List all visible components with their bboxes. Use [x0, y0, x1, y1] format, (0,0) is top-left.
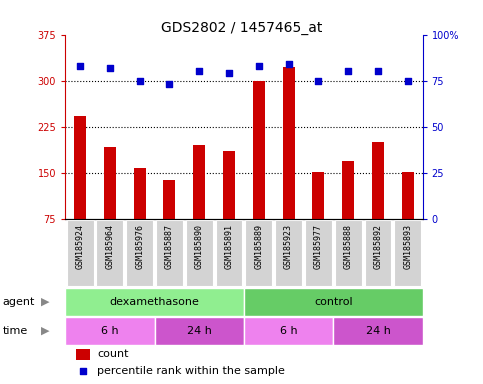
Bar: [65, 317, 155, 344]
Point: [285, 61, 293, 67]
Text: control: control: [314, 296, 353, 306]
Text: GSM185924: GSM185924: [76, 224, 85, 270]
Text: percentile rank within the sample: percentile rank within the sample: [98, 366, 285, 376]
Bar: [402, 172, 413, 219]
Bar: [193, 145, 205, 219]
Text: GSM185976: GSM185976: [135, 224, 144, 270]
Point: [166, 81, 173, 88]
Bar: [333, 317, 423, 344]
FancyBboxPatch shape: [305, 220, 332, 286]
Bar: [104, 147, 116, 219]
Text: GSM185891: GSM185891: [225, 224, 233, 270]
Text: GSM185964: GSM185964: [105, 224, 114, 270]
FancyBboxPatch shape: [97, 220, 123, 286]
Point: [404, 78, 412, 84]
FancyBboxPatch shape: [67, 220, 94, 286]
Point: [225, 70, 233, 76]
FancyBboxPatch shape: [215, 220, 242, 286]
Text: GSM185893: GSM185893: [403, 224, 412, 270]
Point: [374, 68, 382, 74]
Bar: [74, 116, 86, 219]
Text: ▶: ▶: [41, 326, 50, 336]
Text: GSM185888: GSM185888: [344, 224, 353, 270]
Bar: [342, 161, 354, 219]
Point: [136, 78, 143, 84]
Text: 24 h: 24 h: [366, 326, 390, 336]
Text: GSM185923: GSM185923: [284, 224, 293, 270]
Text: ▶: ▶: [41, 296, 50, 306]
Bar: [283, 67, 295, 219]
Bar: [244, 288, 423, 316]
FancyBboxPatch shape: [275, 220, 302, 286]
Text: time: time: [2, 326, 28, 336]
Point: [106, 65, 114, 71]
Bar: [372, 142, 384, 219]
FancyBboxPatch shape: [126, 220, 153, 286]
Bar: [134, 168, 146, 219]
Point: [314, 78, 322, 84]
Point: [344, 68, 352, 74]
Text: GSM185887: GSM185887: [165, 224, 174, 270]
Text: 6 h: 6 h: [101, 326, 119, 336]
Bar: [65, 288, 244, 316]
Point: [76, 63, 84, 69]
FancyBboxPatch shape: [365, 220, 391, 286]
Text: GSM185890: GSM185890: [195, 224, 204, 270]
FancyBboxPatch shape: [245, 220, 272, 286]
FancyBboxPatch shape: [186, 220, 213, 286]
Text: 24 h: 24 h: [187, 326, 212, 336]
Text: GSM185892: GSM185892: [373, 224, 383, 270]
Bar: [253, 81, 265, 219]
Text: count: count: [98, 349, 129, 359]
Point: [195, 68, 203, 74]
FancyBboxPatch shape: [394, 220, 421, 286]
Bar: [155, 317, 244, 344]
Bar: [163, 180, 175, 219]
FancyBboxPatch shape: [156, 220, 183, 286]
Bar: [313, 172, 325, 219]
Point: [255, 63, 263, 69]
Text: GDS2802 / 1457465_at: GDS2802 / 1457465_at: [161, 21, 322, 35]
Text: GSM185889: GSM185889: [255, 224, 263, 270]
Text: dexamethasone: dexamethasone: [110, 296, 199, 306]
Bar: [223, 151, 235, 219]
Text: agent: agent: [2, 296, 35, 306]
Point: [79, 367, 86, 374]
Text: GSM185977: GSM185977: [314, 224, 323, 270]
Bar: [76, 349, 89, 360]
Text: 6 h: 6 h: [280, 326, 298, 336]
Bar: [244, 317, 333, 344]
FancyBboxPatch shape: [335, 220, 362, 286]
